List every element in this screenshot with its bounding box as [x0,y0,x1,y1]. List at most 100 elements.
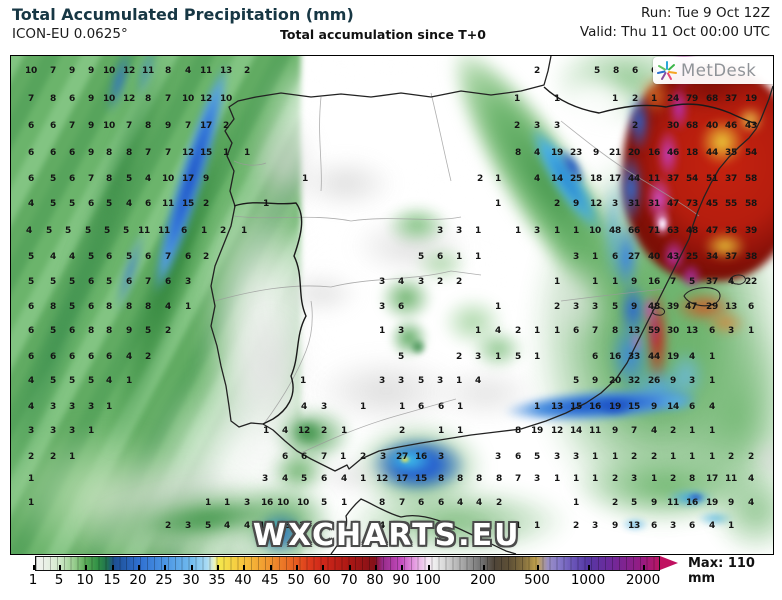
grid-value: 10 [182,94,194,104]
grid-value: 13 [686,326,698,336]
grid-value: 3 [592,521,598,531]
grid-value: 3 [418,277,424,287]
grid-value: 2 [50,452,56,462]
grid-value: 6 [50,121,56,131]
grid-value: 2 [321,426,327,436]
grid-value: 8 [106,326,112,336]
grid-value: 54 [686,174,698,184]
grid-value: 5 [50,326,56,336]
grid-value: 7 [670,277,676,287]
grid-value: 21 [609,148,621,158]
grid-value: 3 [379,302,385,312]
grid-value: 1 [709,426,715,436]
grid-value: 8 [476,474,482,484]
grid-value: 1 [360,474,366,484]
grid-value: 3 [185,277,191,287]
grid-value: 46 [725,121,737,131]
grid-value: 8 [145,94,151,104]
grid-value: 6 [573,326,579,336]
grid-value: 1 [205,498,211,508]
grid-value: 11 [138,226,150,236]
grid-value: 16 [261,498,273,508]
grid-value: 6 [28,148,34,158]
grid-value: 1 [495,174,501,184]
grid-value: 48 [686,226,698,236]
grid-value: 5 [85,226,91,236]
grid-value: 1 [651,474,657,484]
legend-max-label: Max: 110 mm [688,556,755,586]
grid-value: 4 [126,199,132,209]
grid-value: 5 [88,252,94,262]
grid-value: 3 [50,426,56,436]
grid-value: 7 [592,326,598,336]
grid-value: 1 [689,426,695,436]
legend-tick-label: 2000 [625,572,661,588]
grid-value: 9 [651,498,657,508]
grid-value: 37 [725,252,737,262]
legend-tick-label: 40 [234,572,252,588]
grid-value: 39 [667,302,679,312]
grid-value: 31 [648,199,660,209]
grid-value: 2 [244,66,250,76]
grid-value: 2 [203,199,209,209]
grid-value: 2 [437,277,443,287]
legend-tick-label: 100 [415,572,441,588]
grid-value: 1 [456,252,462,262]
grid-value: 5 [126,252,132,262]
grid-value: 10 [162,174,174,184]
grid-value: 1 [185,302,191,312]
grid-value: 5 [418,376,424,386]
legend-colorbar-segments [36,557,659,570]
grid-value: 8 [515,426,521,436]
valid-time-label: Valid: Thu 11 Oct 00:00 UTC [579,24,770,40]
grid-value: 11 [142,66,154,76]
grid-value: 43 [745,121,757,131]
grid-value: 19 [551,148,563,158]
grid-value: 5 [205,521,211,531]
grid-value: 1 [457,402,463,412]
grid-value: 1 [534,402,540,412]
grid-value: 1 [573,226,579,236]
grid-value: 1 [573,498,579,508]
grid-value: 1 [612,94,618,104]
grid-value: 19 [745,94,757,104]
grid-value: 4 [728,277,734,287]
grid-value: 11 [158,226,170,236]
grid-value: 1 [126,376,132,386]
grid-value: 37 [706,277,718,287]
grid-value: 2 [203,252,209,262]
grid-value: 4 [145,174,151,184]
grid-value: 3 [475,352,481,362]
grid-value: 1 [554,474,560,484]
grid-value: 15 [200,148,212,158]
grid-value: 5 [398,352,404,362]
grid-value: 7 [165,94,171,104]
grid-value: 3 [612,199,618,209]
grid-value: 1 [341,498,347,508]
grid-value: 9 [126,326,132,336]
grid-value: 2 [651,452,657,462]
grid-value: 8 [126,148,132,158]
grid-value: 2 [165,521,171,531]
legend-colorbar-arrow [660,556,678,570]
grid-value: 25 [686,252,698,262]
grid-value: 4 [301,402,307,412]
grid-value: 58 [745,199,757,209]
grid-value: 2 [360,452,366,462]
grid-value: 5 [65,226,71,236]
grid-value: 6 [88,352,94,362]
grid-value: 1 [612,452,618,462]
legend-tick-label: 80 [366,572,384,588]
grid-value: 7 [88,174,94,184]
grid-value: 6 [689,402,695,412]
grid-value: 1 [438,426,444,436]
grid-value: 3 [670,521,676,531]
grid-value: 1 [554,94,560,104]
legend-tick-mark [537,565,539,570]
grid-value: 4 [185,66,191,76]
grid-value: 1 [475,252,481,262]
grid-value: 1 [263,199,269,209]
grid-value: 6 [181,226,187,236]
grid-value: 1 [709,452,715,462]
